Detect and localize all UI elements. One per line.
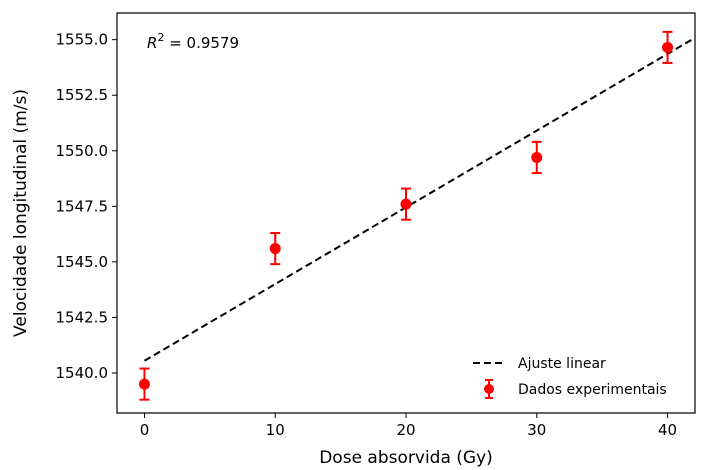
legend-fit-label: Ajuste linear — [518, 356, 606, 372]
data-point — [269, 243, 281, 255]
data-point — [531, 151, 543, 163]
y-tick-label: 1555.0 — [56, 31, 109, 49]
r-squared-symbol: R — [147, 34, 157, 52]
y-tick-label: 1550.0 — [56, 142, 109, 160]
x-tick-label: 40 — [658, 421, 677, 439]
data-point — [138, 378, 150, 390]
x-tick-label: 30 — [527, 421, 546, 439]
legend-data-label: Dados experimentais — [518, 382, 667, 398]
r-squared-annotation: R2 = 0.9579 — [147, 31, 239, 52]
fit-line — [143, 37, 695, 362]
x-axis-label: Dose absorvida (Gy) — [319, 448, 493, 468]
r-squared-superscript: 2 — [157, 31, 164, 44]
y-tick-label: 1547.5 — [56, 197, 109, 215]
y-tick-label: 1540.0 — [56, 364, 109, 382]
axis-ticks: 0 10 20 30 40 1540.0 1542.5 1545.0 1547.5 1550.0 1… — [56, 31, 678, 439]
data-point — [400, 198, 412, 210]
legend-data-marker — [484, 384, 494, 394]
x-tick-label: 0 — [140, 421, 150, 439]
x-tick-label: 10 — [266, 421, 285, 439]
y-tick-label: 1552.5 — [56, 86, 109, 104]
plot-area — [138, 30, 695, 401]
y-tick-label: 1542.5 — [56, 308, 109, 326]
legend: Ajuste linear Dados experimentais — [473, 356, 667, 399]
y-axis-label: Velocidade longitudinal (m/s) — [11, 89, 31, 337]
x-tick-label: 20 — [396, 421, 415, 439]
data-point — [662, 41, 674, 53]
r-squared-value: = 0.9579 — [164, 34, 239, 52]
y-tick-label: 1545.0 — [56, 253, 109, 271]
